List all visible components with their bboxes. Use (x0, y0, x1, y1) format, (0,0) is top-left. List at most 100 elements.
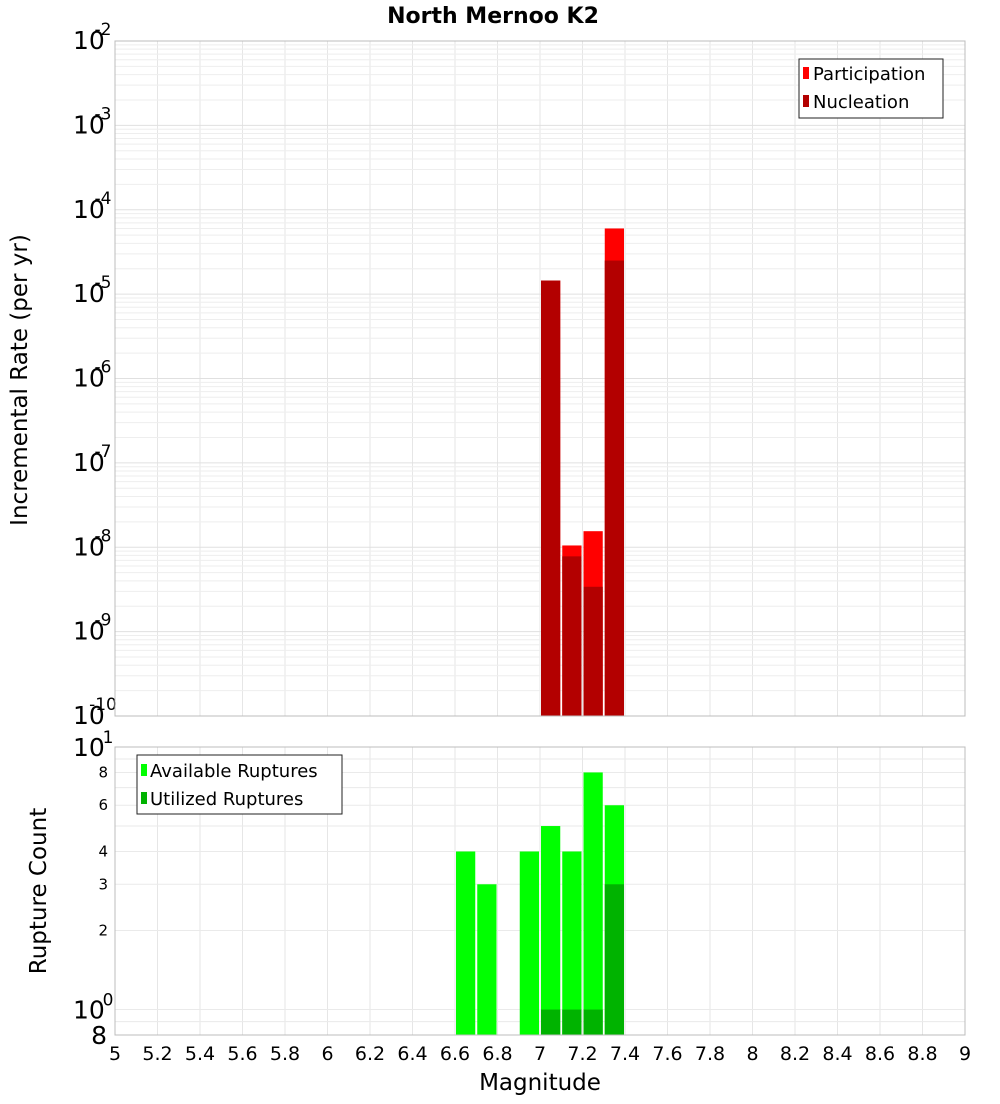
top-y-tick-base: 10 (73, 701, 105, 730)
top-y-tick: 10-3 (73, 104, 111, 139)
bottom-y-min-label: 8 (91, 1021, 107, 1050)
nucleation-bar (562, 556, 582, 716)
top-y-tick-base: 10 (73, 195, 105, 224)
bottom-bars (456, 772, 624, 1035)
nucleation-bar (583, 586, 603, 716)
top-y-tick: 10-2 (73, 20, 111, 55)
x-tick-label: 5.6 (227, 1043, 257, 1065)
top-y-tick-exponent: -10 (89, 695, 117, 715)
nucleation-swatch (803, 95, 809, 107)
x-tick-label: 5.2 (142, 1043, 172, 1065)
x-tick-label: 7.4 (610, 1043, 640, 1065)
top-y-tick-base: 10 (73, 617, 105, 646)
top-legend-box (798, 58, 944, 119)
top-y-tick-exponent: -9 (95, 611, 112, 631)
top-y-tick-exponent: -8 (95, 526, 112, 546)
top-y-tick-exponent: -5 (95, 273, 112, 293)
top-legend: Participation Nucleation (798, 58, 944, 119)
x-tick-label: 7.8 (695, 1043, 725, 1065)
bottom-y-tick-label: 4 (98, 842, 108, 860)
bottom-y-exp-tick: 100 (73, 991, 113, 1025)
x-tick-label: 6 (321, 1043, 333, 1065)
nucleation-bar (604, 260, 624, 716)
bottom-y-tick-base: 10 (73, 996, 105, 1025)
x-tick-label: 8.6 (865, 1043, 895, 1065)
utilized-swatch (141, 792, 147, 804)
utilized-ruptures-bar (562, 1009, 582, 1035)
legend-available: Available Ruptures (150, 761, 318, 782)
bottom-y-tick-label: 6 (98, 796, 108, 814)
available-ruptures-bar (541, 826, 561, 1035)
legend-nucleation: Nucleation (813, 92, 909, 113)
top-y-tick: 10-8 (73, 526, 111, 561)
legend-participation: Participation (813, 64, 925, 85)
x-tick-label: 5.8 (270, 1043, 300, 1065)
bottom-y-tick-label: 2 (98, 922, 108, 940)
x-tick-label: 7.2 (567, 1043, 597, 1065)
bottom-y-tick-exponent: 0 (103, 991, 114, 1011)
top-plot-panel: 10-210-310-410-510-610-710-810-910-10 Pa… (73, 20, 966, 730)
top-y-tick-base: 10 (73, 26, 105, 55)
top-y-tick: 10-4 (73, 189, 111, 224)
bottom-plot-border (114, 746, 966, 1036)
top-y-tick: 10-7 (73, 442, 111, 477)
top-y-tick-base: 10 (73, 110, 105, 139)
top-plot-border (114, 40, 966, 717)
available-ruptures-bar (477, 884, 497, 1035)
available-ruptures-bar (456, 851, 476, 1035)
top-y-tick: 10-9 (73, 611, 111, 646)
top-y-tick-base: 10 (73, 279, 105, 308)
bottom-y-tick-label: 8 (98, 763, 108, 781)
x-tick-label: 8.4 (822, 1043, 852, 1065)
utilized-ruptures-bar (604, 884, 624, 1035)
x-tick-label: 5.4 (185, 1043, 215, 1065)
legend-utilized: Utilized Ruptures (150, 789, 303, 810)
bottom-y-exp-tick: 101 (73, 728, 113, 762)
available-ruptures-bar (562, 851, 582, 1035)
x-tick-label: 6.6 (440, 1043, 470, 1065)
available-swatch (141, 764, 147, 776)
x-axis-label: Magnitude (479, 1070, 601, 1096)
top-y-tick: 10-10 (73, 695, 117, 730)
top-y-tick-base: 10 (73, 448, 105, 477)
x-tick-label: 6.2 (355, 1043, 385, 1065)
top-y-tick-exponent: -7 (95, 442, 112, 462)
top-y-tick: 10-5 (73, 273, 111, 308)
bottom-y-tick-exponent: 1 (103, 728, 114, 748)
x-tick-label: 5 (109, 1043, 121, 1065)
top-y-tick-exponent: -6 (95, 358, 112, 378)
bottom-legend-box (136, 754, 343, 815)
bottom-y-axis-label: Rupture Count (26, 808, 52, 974)
available-ruptures-bar (583, 772, 603, 1035)
x-tick-label: 8.8 (907, 1043, 937, 1065)
chart-title: North Mernoo K2 (387, 4, 599, 29)
x-tick-label: 6.4 (397, 1043, 427, 1065)
x-tick-labels: 5 5.2 5.4 5.6 5.8 6 6.2 6.4 6.6 6.8 7 7.2 7.4 7.6 7.8 8… (109, 1043, 971, 1065)
bottom-y-tick-base: 10 (73, 733, 105, 762)
top-y-tick-exponent: -3 (95, 104, 112, 124)
x-tick-label: 8 (746, 1043, 758, 1065)
available-ruptures-bar (519, 851, 539, 1035)
top-y-tick-exponent: -4 (95, 189, 112, 209)
top-bars (541, 228, 624, 716)
top-gridlines (114, 41, 966, 717)
x-tick-label: 9 (959, 1043, 971, 1065)
top-y-tick: 10-6 (73, 358, 111, 393)
bottom-y-tick-label: 3 (98, 875, 108, 893)
top-y-axis-label: Incremental Rate (per yr) (7, 234, 33, 526)
participation-swatch (803, 67, 809, 79)
nucleation-bar (541, 280, 561, 716)
top-y-tick-base: 10 (73, 364, 105, 393)
bottom-legend: Available Ruptures Utilized Ruptures (136, 754, 343, 815)
top-y-tick-base: 10 (73, 532, 105, 561)
x-tick-label: 7 (534, 1043, 546, 1065)
x-tick-label: 7.6 (652, 1043, 682, 1065)
utilized-ruptures-bar (541, 1009, 561, 1035)
x-tick-label: 8.2 (780, 1043, 810, 1065)
utilized-ruptures-bar (583, 1009, 603, 1035)
x-tick-label: 6.8 (482, 1043, 512, 1065)
